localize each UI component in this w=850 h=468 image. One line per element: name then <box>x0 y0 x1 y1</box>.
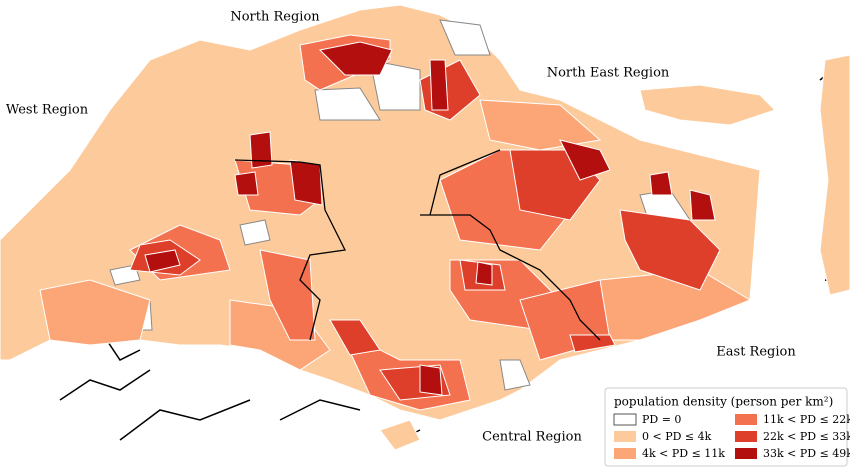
legend-label: PD = 0 <box>642 413 681 426</box>
zone <box>314 87 381 121</box>
zone <box>289 159 323 206</box>
zone <box>234 171 259 196</box>
region-label: West Region <box>6 103 89 118</box>
zone <box>499 359 531 391</box>
zone <box>369 59 421 111</box>
empty-zones <box>109 19 691 391</box>
legend-label: 4k < PD ≤ 11k <box>642 447 725 460</box>
region-label: East Region <box>716 345 796 360</box>
legend-label: 0 < PD ≤ 4k <box>642 430 712 443</box>
zone <box>439 19 491 56</box>
density-zones <box>39 34 752 411</box>
region-label: North Region <box>230 10 320 25</box>
legend-label: 33k < PD ≤ 49k <box>763 447 850 460</box>
zone <box>259 249 316 341</box>
zone <box>318 41 393 76</box>
region-boundaries <box>234 149 601 341</box>
legend: population density (person per km²) PD =… <box>604 387 850 467</box>
legend-box <box>604 387 848 467</box>
zone <box>429 59 449 111</box>
island <box>639 84 776 126</box>
zone <box>329 319 381 356</box>
legend-swatch <box>614 448 636 459</box>
zone <box>649 171 673 196</box>
zone <box>144 249 181 273</box>
zone <box>39 279 151 346</box>
island <box>819 54 850 296</box>
zone <box>419 364 443 396</box>
legend-title: population density (person per km²) <box>614 395 833 409</box>
zone <box>559 139 611 181</box>
region-label: North East Region <box>547 66 670 81</box>
legend-swatch <box>735 414 757 425</box>
region-label: Central Region <box>482 430 582 445</box>
zone <box>475 261 493 286</box>
legend-label: 11k < PD ≤ 22k <box>763 413 850 426</box>
legend-swatch <box>614 431 636 442</box>
zone <box>569 334 616 353</box>
zone <box>239 219 271 246</box>
legend-swatch <box>735 431 757 442</box>
legend-swatch <box>735 448 757 459</box>
zone <box>249 131 273 169</box>
zone <box>689 189 716 221</box>
island <box>379 419 421 451</box>
legend-label: 22k < PD ≤ 33k <box>763 430 850 443</box>
zone <box>619 209 721 291</box>
legend-swatch <box>613 413 637 426</box>
